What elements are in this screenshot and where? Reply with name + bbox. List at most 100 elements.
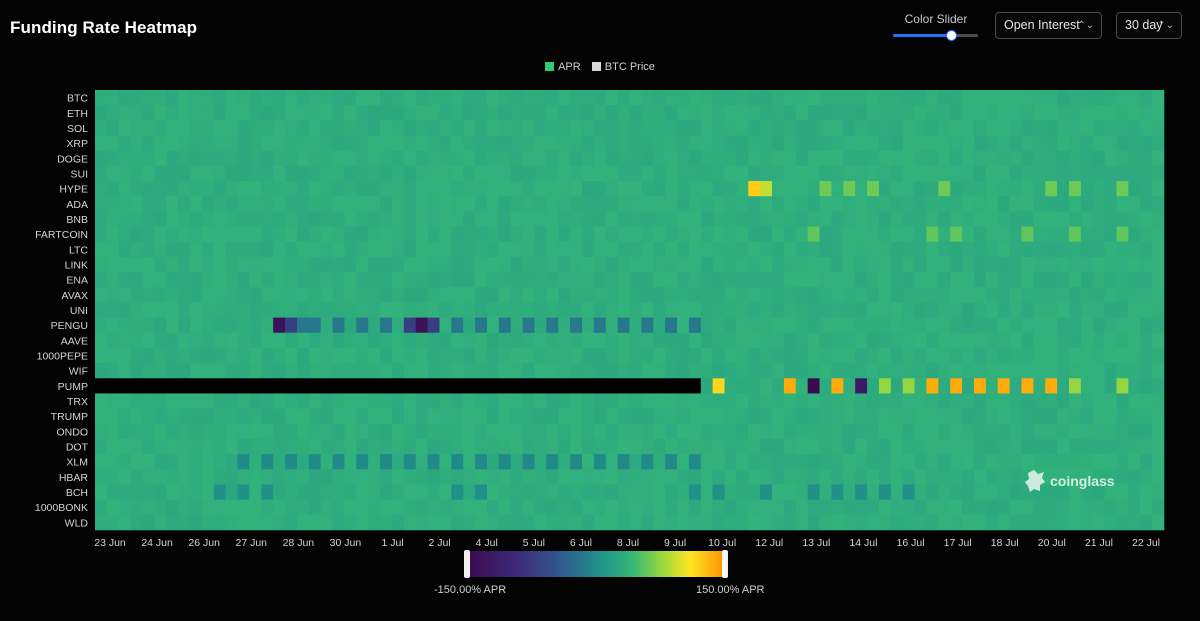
heatmap-cell[interactable] [403, 469, 416, 485]
heatmap-cell[interactable] [178, 287, 191, 303]
heatmap-cell[interactable] [843, 150, 856, 167]
heatmap-cell[interactable] [225, 150, 238, 167]
heatmap-cell[interactable] [855, 256, 868, 273]
heatmap-cell[interactable] [546, 363, 559, 379]
heatmap-cell[interactable] [973, 165, 987, 182]
heatmap-cell[interactable] [926, 332, 939, 349]
heatmap-cell[interactable] [106, 454, 120, 470]
heatmap-cell[interactable] [724, 135, 737, 151]
heatmap-cell[interactable] [463, 181, 476, 197]
heatmap-cell[interactable] [142, 165, 155, 182]
heatmap-cell[interactable] [772, 135, 785, 151]
heatmap-cell[interactable] [1033, 347, 1046, 364]
heatmap-cell[interactable] [653, 469, 666, 485]
heatmap-cell[interactable] [320, 347, 333, 364]
heatmap-cell[interactable] [783, 196, 797, 212]
heatmap-cell[interactable] [391, 165, 405, 182]
heatmap-cell[interactable] [914, 90, 927, 106]
heatmap-cell[interactable] [201, 454, 215, 470]
heatmap-cell[interactable] [391, 211, 405, 227]
heatmap-cell[interactable] [178, 256, 191, 273]
heatmap-cell[interactable] [534, 105, 547, 121]
heatmap-cell[interactable] [332, 393, 345, 409]
heatmap-cell[interactable] [154, 165, 167, 182]
heatmap-cell[interactable] [1068, 469, 1082, 485]
heatmap-cell[interactable] [950, 90, 963, 106]
heatmap-cell[interactable] [415, 272, 428, 288]
heatmap-cell[interactable] [510, 135, 523, 151]
heatmap-cell[interactable] [736, 332, 749, 349]
heatmap-cell[interactable] [867, 256, 880, 273]
heatmap-cell[interactable] [1021, 332, 1034, 349]
heatmap-cell[interactable] [962, 363, 975, 379]
heatmap-cell[interactable] [938, 302, 951, 318]
heatmap-cell[interactable] [498, 378, 512, 394]
heatmap-cell[interactable] [344, 438, 357, 455]
heatmap-cell[interactable] [439, 256, 452, 273]
heatmap-cell[interactable] [653, 423, 666, 440]
heatmap-cell[interactable] [213, 514, 226, 531]
heatmap-cell[interactable] [308, 469, 321, 485]
heatmap-cell[interactable] [629, 317, 642, 334]
heatmap-cell[interactable] [439, 302, 452, 318]
heatmap-cell[interactable] [926, 272, 939, 288]
heatmap-cell[interactable] [1104, 90, 1117, 106]
heatmap-cell[interactable] [938, 181, 951, 197]
heatmap-cell[interactable] [736, 393, 749, 409]
heatmap-cell[interactable] [700, 438, 713, 455]
heatmap-cell[interactable] [1152, 347, 1165, 364]
heatmap-cell[interactable] [593, 120, 607, 136]
heatmap-cell[interactable] [688, 211, 702, 227]
heatmap-cell[interactable] [1057, 241, 1070, 258]
heatmap-cell[interactable] [997, 347, 1010, 364]
heatmap-cell[interactable] [534, 302, 547, 318]
heatmap-cell[interactable] [498, 272, 512, 288]
heatmap-cell[interactable] [427, 378, 440, 394]
heatmap-cell[interactable] [700, 287, 713, 303]
heatmap-cell[interactable] [534, 438, 547, 455]
heatmap-cell[interactable] [356, 484, 369, 500]
heatmap-cell[interactable] [285, 347, 298, 364]
heatmap-cell[interactable] [641, 90, 654, 106]
heatmap-cell[interactable] [225, 105, 238, 121]
heatmap-cell[interactable] [570, 256, 583, 273]
heatmap-cell[interactable] [570, 211, 583, 227]
heatmap-cell[interactable] [213, 423, 226, 440]
heatmap-cell[interactable] [890, 347, 903, 364]
heatmap-cell[interactable] [641, 378, 654, 394]
heatmap-cell[interactable] [463, 226, 476, 243]
heatmap-cell[interactable] [890, 332, 903, 349]
heatmap-cell[interactable] [962, 408, 975, 425]
heatmap-cell[interactable] [391, 499, 405, 516]
heatmap-cell[interactable] [902, 423, 915, 440]
heatmap-cell[interactable] [237, 347, 250, 364]
heatmap-cell[interactable] [154, 211, 167, 227]
heatmap-cell[interactable] [653, 150, 666, 167]
heatmap-cell[interactable] [391, 135, 405, 151]
heatmap-cell[interactable] [843, 135, 856, 151]
heatmap-cell[interactable] [712, 423, 725, 440]
heatmap-cell[interactable] [581, 165, 595, 182]
heatmap-cell[interactable] [641, 105, 654, 121]
heatmap-cell[interactable] [534, 454, 547, 470]
heatmap-cell[interactable] [914, 120, 927, 136]
heatmap-cell[interactable] [950, 469, 963, 485]
heatmap-cell[interactable] [712, 302, 725, 318]
heatmap-cell[interactable] [308, 347, 321, 364]
heatmap-cell[interactable] [985, 454, 999, 470]
heatmap-cell[interactable] [510, 363, 523, 379]
heatmap-cell[interactable] [142, 302, 155, 318]
heatmap-cell[interactable] [427, 150, 440, 167]
heatmap-cell[interactable] [403, 393, 416, 409]
heatmap-cell[interactable] [914, 105, 927, 121]
heatmap-cell[interactable] [178, 90, 191, 106]
heatmap-cell[interactable] [463, 499, 476, 516]
heatmap-cell[interactable] [950, 226, 963, 243]
heatmap-cell[interactable] [558, 423, 571, 440]
heatmap-cell[interactable] [950, 514, 963, 531]
heatmap-cell[interactable] [249, 423, 262, 440]
heatmap-cell[interactable] [1104, 272, 1117, 288]
heatmap-cell[interactable] [475, 332, 488, 349]
heatmap-cell[interactable] [855, 181, 868, 197]
heatmap-cell[interactable] [605, 469, 618, 485]
